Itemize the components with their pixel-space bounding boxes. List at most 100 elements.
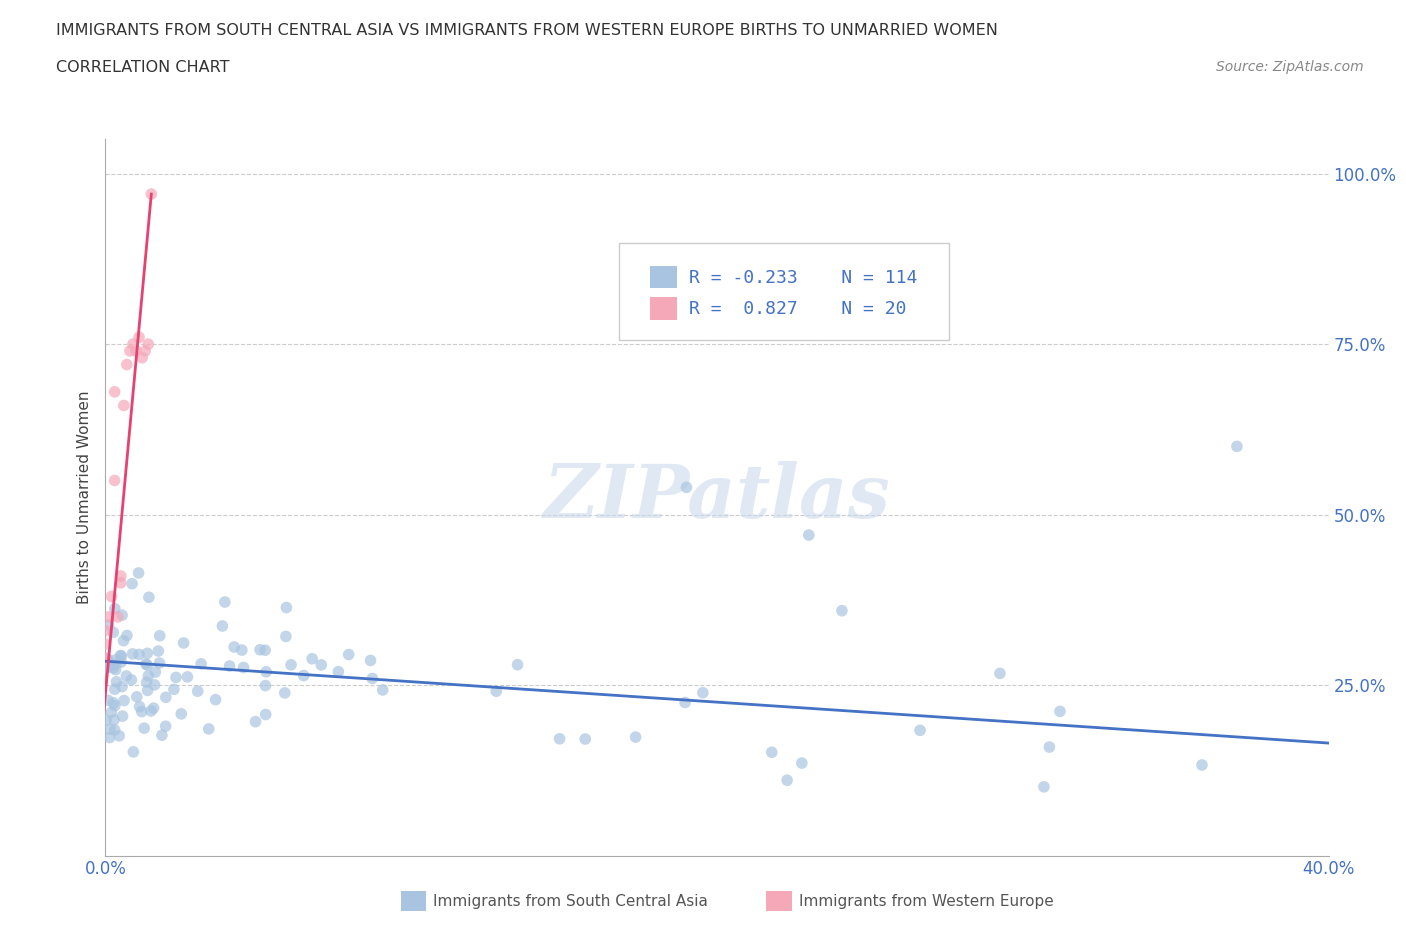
Point — [136, 337, 159, 352]
Point — [110, 576, 132, 591]
Point — [121, 646, 143, 661]
Point — [115, 357, 138, 372]
Point — [110, 568, 132, 583]
Point — [254, 643, 277, 658]
Point — [150, 728, 173, 743]
Point — [115, 669, 138, 684]
Point — [104, 601, 127, 616]
Point — [136, 646, 159, 661]
Point — [163, 682, 186, 697]
Point — [134, 343, 156, 358]
Point — [97, 654, 120, 669]
Point — [110, 655, 132, 670]
Point — [776, 773, 799, 788]
Point — [1038, 739, 1060, 754]
Point — [218, 658, 240, 673]
Point — [249, 643, 271, 658]
Point — [485, 684, 508, 698]
Point — [988, 666, 1011, 681]
Point — [274, 685, 297, 700]
Point — [361, 671, 384, 686]
Point — [111, 679, 134, 694]
Point — [94, 623, 117, 638]
Point — [104, 653, 127, 668]
Point — [94, 712, 117, 727]
Point — [96, 652, 118, 667]
Text: R = -0.233    N = 114: R = -0.233 N = 114 — [689, 269, 917, 286]
Point — [337, 647, 360, 662]
Point — [280, 658, 302, 672]
Point — [254, 707, 277, 722]
Point — [128, 565, 150, 580]
FancyBboxPatch shape — [619, 244, 949, 340]
Point — [761, 745, 783, 760]
Point — [100, 589, 122, 604]
Point — [103, 696, 125, 711]
Point — [673, 695, 696, 710]
Point — [548, 731, 571, 746]
Point — [190, 657, 212, 671]
Point — [112, 398, 135, 413]
Point — [128, 647, 150, 662]
Point — [128, 330, 150, 345]
Point — [328, 664, 350, 679]
Point — [136, 658, 159, 672]
Point — [112, 633, 135, 648]
Point — [274, 629, 297, 644]
Point — [112, 693, 135, 708]
Point — [831, 604, 853, 618]
Point — [371, 683, 394, 698]
Point — [128, 699, 150, 714]
Text: IMMIGRANTS FROM SOUTH CENTRAL ASIA VS IMMIGRANTS FROM WESTERN EUROPE BIRTHS TO U: IMMIGRANTS FROM SOUTH CENTRAL ASIA VS IM… — [56, 23, 998, 38]
Point — [121, 577, 143, 591]
Text: Immigrants from South Central Asia: Immigrants from South Central Asia — [433, 894, 709, 909]
Point — [104, 662, 127, 677]
Point — [131, 351, 153, 365]
Text: Source: ZipAtlas.com: Source: ZipAtlas.com — [1216, 60, 1364, 74]
Point — [120, 672, 142, 687]
Point — [797, 527, 820, 542]
Point — [148, 656, 170, 671]
Point — [908, 723, 931, 737]
Point — [104, 723, 127, 737]
Point — [100, 705, 122, 720]
Point — [125, 689, 148, 704]
Point — [97, 609, 120, 624]
Text: CORRELATION CHART: CORRELATION CHART — [56, 60, 229, 75]
Point — [98, 722, 121, 737]
Point — [110, 648, 132, 663]
Point — [624, 730, 647, 745]
Point — [103, 625, 125, 640]
Point — [574, 732, 596, 747]
Point — [231, 643, 253, 658]
Point — [139, 704, 162, 719]
Point — [103, 660, 125, 675]
Point — [110, 648, 132, 663]
Point — [111, 608, 134, 623]
Bar — [650, 297, 676, 320]
Point — [506, 658, 529, 672]
Point — [101, 658, 124, 672]
Point — [301, 651, 323, 666]
Point — [232, 660, 254, 675]
Point — [254, 664, 277, 679]
Point — [104, 473, 127, 488]
Text: ZIPatlas: ZIPatlas — [544, 461, 890, 534]
Point — [131, 704, 153, 719]
Point — [214, 594, 236, 609]
Point — [254, 678, 277, 693]
Point — [115, 628, 138, 643]
Bar — [650, 266, 676, 288]
Point — [98, 730, 121, 745]
Point — [138, 590, 160, 604]
Point — [149, 629, 172, 644]
Point — [135, 675, 157, 690]
Point — [135, 657, 157, 671]
Point — [141, 187, 163, 202]
Point — [155, 690, 177, 705]
Point — [94, 637, 117, 652]
Point — [105, 674, 128, 689]
Point — [138, 669, 160, 684]
Point — [97, 693, 120, 708]
Point — [170, 707, 193, 722]
